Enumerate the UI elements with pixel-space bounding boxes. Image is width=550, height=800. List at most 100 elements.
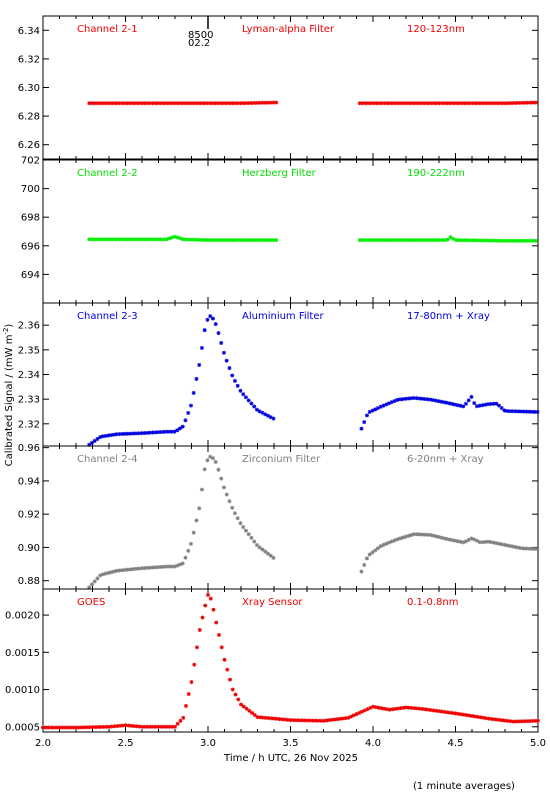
data-point [507, 409, 512, 414]
data-point [265, 100, 270, 105]
data-point [395, 537, 400, 542]
data-point [197, 627, 202, 632]
data-point [316, 718, 320, 723]
data-point [147, 237, 152, 242]
data-point [153, 724, 158, 729]
data-point [525, 238, 530, 243]
data-point [522, 238, 527, 243]
data-point [246, 238, 251, 243]
data-point [232, 378, 237, 383]
data-point [399, 101, 404, 106]
data-point [472, 537, 477, 542]
data-point [385, 238, 390, 243]
data-point [280, 717, 285, 722]
data-point [230, 373, 235, 378]
data-point [103, 237, 108, 242]
data-point [401, 101, 406, 106]
panel-data [41, 592, 540, 730]
data-point [399, 238, 404, 243]
data-point [442, 709, 447, 714]
data-point [260, 238, 265, 243]
data-point [462, 101, 467, 106]
y-tick-label: 694 [21, 270, 40, 281]
data-point [177, 426, 182, 431]
data-point [144, 430, 149, 435]
data-point [371, 101, 376, 106]
data-point [136, 101, 141, 106]
data-point [516, 719, 521, 724]
data-point [230, 101, 235, 106]
y-tick-label: 0.90 [18, 543, 40, 554]
data-point [452, 402, 457, 407]
data-point [382, 238, 387, 243]
x-tick-label: 3.0 [200, 738, 216, 749]
data-point [422, 532, 427, 537]
data-point [161, 564, 166, 569]
data-point [390, 707, 395, 712]
x-tick-label: 4.5 [448, 738, 464, 749]
data-point [277, 717, 282, 722]
data-point [87, 442, 92, 447]
data-point [406, 533, 411, 538]
data-point [395, 706, 400, 711]
data-point [505, 718, 510, 723]
data-point [71, 725, 76, 730]
data-point [404, 238, 409, 243]
x-tick-label: 5.0 [530, 738, 546, 749]
data-point [418, 238, 423, 243]
data-point [169, 101, 174, 106]
data-point [357, 238, 362, 243]
data-point [167, 724, 172, 729]
panel-frame [42, 15, 539, 160]
data-point [101, 724, 106, 729]
data-point [199, 237, 204, 242]
data-point [109, 101, 114, 106]
data-point [313, 718, 318, 723]
data-point [476, 238, 481, 243]
data-point [480, 540, 485, 545]
data-point [120, 568, 125, 573]
data-point [481, 238, 486, 243]
data-point [219, 340, 224, 345]
data-point [158, 237, 163, 242]
data-point [491, 540, 496, 545]
data-point [208, 454, 213, 459]
data-point [421, 101, 426, 106]
data-point [183, 237, 188, 242]
x-tick-label: 4.0 [365, 738, 381, 749]
data-point [161, 237, 166, 242]
data-point [136, 431, 141, 436]
data-point [492, 238, 497, 243]
data-point [158, 564, 163, 569]
data-point [147, 565, 152, 570]
data-point [483, 402, 488, 407]
data-point [125, 237, 130, 242]
data-point [498, 101, 503, 106]
data-point [114, 101, 119, 106]
data-point [499, 542, 504, 547]
data-point [161, 101, 166, 106]
data-point [374, 101, 379, 106]
data-point [517, 100, 522, 105]
data-point [329, 717, 334, 722]
data-point [363, 101, 368, 106]
data-point [230, 687, 235, 692]
y-tick-label: 6.26 [18, 140, 40, 151]
data-point [444, 400, 449, 405]
panel-5: 0.0005 0.0010 0.0015 0.0020 GOES Xray Sensor 0… [5, 588, 540, 733]
data-point [296, 718, 301, 723]
data-point [111, 237, 116, 242]
data-point [428, 397, 433, 402]
data-point [448, 235, 453, 240]
data-point [463, 539, 468, 544]
data-point [191, 101, 196, 106]
data-point [492, 717, 496, 722]
data-point [191, 530, 196, 535]
data-point [246, 398, 251, 403]
data-point [225, 667, 230, 672]
data-point [368, 705, 373, 710]
data-point [175, 428, 180, 433]
data-point [474, 538, 479, 543]
data-point [426, 101, 431, 106]
y-tick-label: 0.0010 [5, 685, 40, 696]
